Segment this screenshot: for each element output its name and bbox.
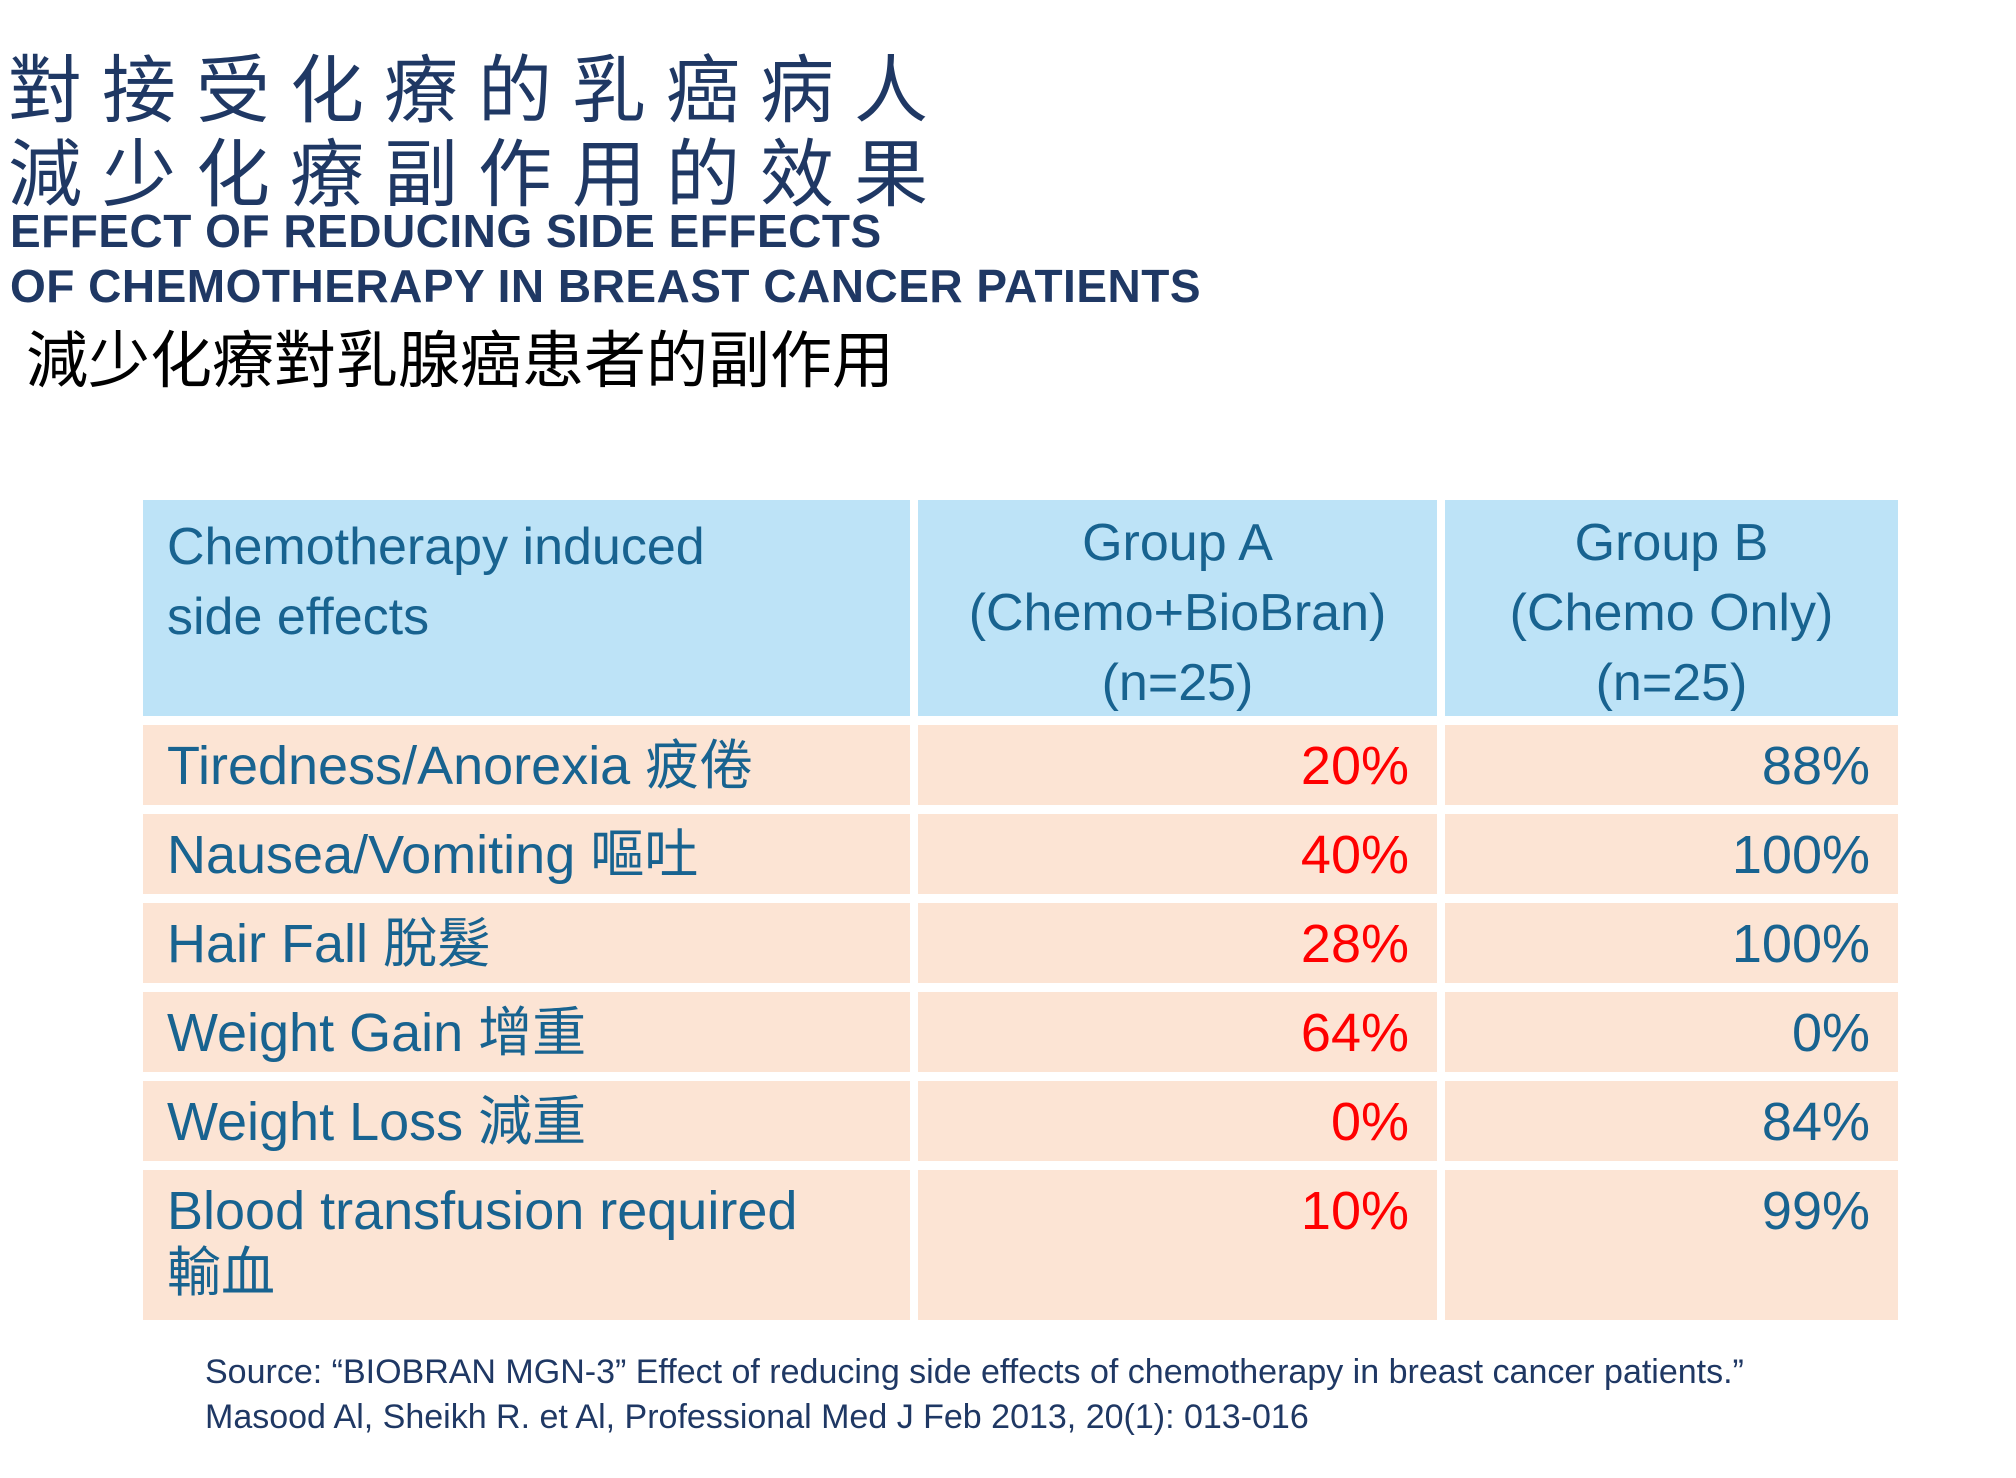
header-group-b-line3: (n=25)	[1595, 654, 1748, 712]
header-group-a-line1: Group A	[1082, 514, 1273, 572]
slide-title-english-line1: EFFECT OF REDUCING SIDE EFFECTS	[10, 205, 882, 257]
row-nausea-group-b-value: 100%	[1445, 814, 1898, 894]
row-tiredness-group-b-value: 88%	[1445, 725, 1898, 805]
row-label-blood-transfusion: Blood transfusion required 輸血	[143, 1170, 910, 1320]
slide-title-chinese-line2: 減少化療副作用的效果	[8, 135, 948, 217]
slide-title-english: EFFECT OF REDUCING SIDE EFFECTS OF CHEMO…	[10, 204, 1201, 314]
header-side-effects-line1: Chemotherapy induced	[167, 518, 705, 576]
side-effects-table: Chemotherapy induced side effects Group …	[143, 500, 1898, 1320]
row-hair-fall-group-b-value: 100%	[1445, 903, 1898, 983]
row-label-weight-loss: Weight Loss 減重	[143, 1081, 910, 1161]
header-cell-side-effects: Chemotherapy induced side effects	[143, 500, 910, 716]
header-cell-group-b: Group B (Chemo Only) (n=25)	[1445, 500, 1898, 716]
row-tiredness-group-a-value: 20%	[918, 725, 1437, 805]
slide-title-chinese: 對接受化療的乳癌病人 減少化療副作用的效果	[8, 50, 948, 218]
header-group-a-line3: (n=25)	[1101, 654, 1254, 712]
header-group-b-line2: (Chemo Only)	[1509, 584, 1834, 642]
row-weight-gain-group-b-value: 0%	[1445, 992, 1898, 1072]
header-cell-group-a: Group A (Chemo+BioBran) (n=25)	[918, 500, 1437, 716]
slide-title-chinese-line1: 對接受化療的乳癌病人	[8, 51, 948, 133]
row-nausea-group-a-value: 40%	[918, 814, 1437, 894]
row-blood-transfusion-group-b-value: 99%	[1445, 1170, 1898, 1320]
source-citation-line2: Masood Al, Sheikh R. et Al, Professional…	[205, 1398, 1309, 1436]
row-label-tiredness: Tiredness/Anorexia 疲倦	[143, 725, 910, 805]
row-label-weight-gain: Weight Gain 增重	[143, 992, 910, 1072]
row-hair-fall-group-a-value: 28%	[918, 903, 1437, 983]
header-side-effects-line2: side effects	[167, 588, 430, 646]
source-citation: Source: “BIOBRAN MGN-3” Effect of reduci…	[205, 1350, 1744, 1440]
header-group-a-line2: (Chemo+BioBran)	[968, 584, 1387, 642]
slide-title-english-line2: OF CHEMOTHERAPY IN BREAST CANCER PATIENT…	[10, 260, 1202, 312]
row-weight-loss-group-a-value: 0%	[918, 1081, 1437, 1161]
row-weight-gain-group-a-value: 64%	[918, 992, 1437, 1072]
source-citation-line1: Source: “BIOBRAN MGN-3” Effect of reduci…	[205, 1353, 1744, 1391]
row-label-nausea: Nausea/Vomiting 嘔吐	[143, 814, 910, 894]
row-blood-transfusion-group-a-value: 10%	[918, 1170, 1437, 1320]
header-group-b-line1: Group B	[1574, 514, 1769, 572]
slide-subtitle-chinese: 減少化療對乳腺癌患者的副作用	[26, 328, 895, 396]
row-label-hair-fall: Hair Fall 脫髮	[143, 903, 910, 983]
row-weight-loss-group-b-value: 84%	[1445, 1081, 1898, 1161]
